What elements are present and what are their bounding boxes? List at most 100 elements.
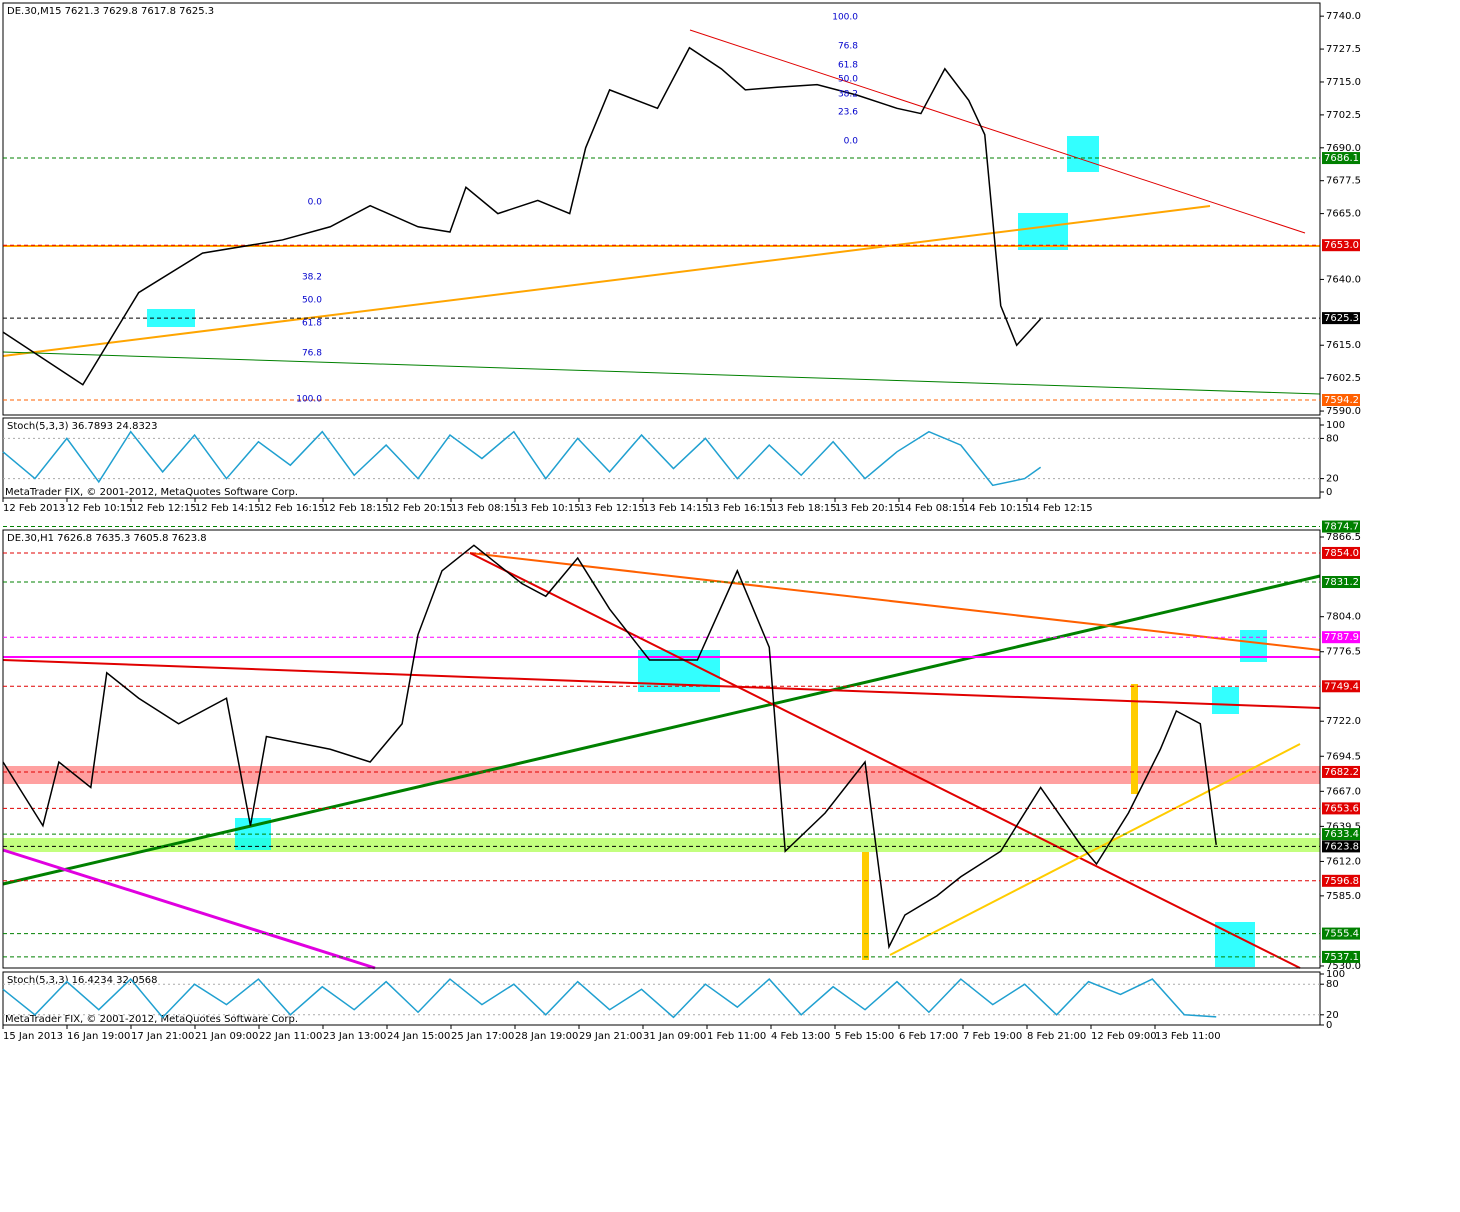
panel-title: DE.30,M15 7621.3 7629.8 7617.8 7625.3 xyxy=(7,6,214,17)
fib-label: 0.0 xyxy=(308,198,323,208)
x-tick-label: 4 Feb 13:00 xyxy=(771,1031,830,1042)
y-tick-label: 7804.0 xyxy=(1326,612,1361,623)
x-tick-label: 12 Feb 18:15 xyxy=(323,503,389,514)
y-tick-label: 7530.0 xyxy=(1326,961,1361,972)
copyright: MetaTrader FIX, © 2001-2012, MetaQuotes … xyxy=(5,1014,298,1025)
level-tag xyxy=(1322,312,1360,325)
x-tick-label: 7 Feb 19:00 xyxy=(963,1031,1022,1042)
x-tick-label: 12 Feb 09:00 xyxy=(1091,1031,1157,1042)
y-tick-label: 7612.0 xyxy=(1326,856,1361,867)
x-tick-label: 28 Jan 19:00 xyxy=(515,1031,578,1042)
level-label: 7854.0 xyxy=(1324,548,1359,559)
x-tick-label: 13 Feb 20:15 xyxy=(835,503,901,514)
x-tick-label: 22 Jan 11:00 xyxy=(259,1031,322,1042)
fib-label: 0.0 xyxy=(844,137,859,147)
level-label: 7623.8 xyxy=(1324,841,1359,852)
level-tag xyxy=(1322,680,1360,693)
y-tick-label: 0 xyxy=(1326,487,1332,498)
level-label: 7653.0 xyxy=(1324,240,1359,251)
x-tick-label: 14 Feb 08:15 xyxy=(899,503,965,514)
panel-title: Stoch(5,3,3) 36.7893 24.8323 xyxy=(7,421,158,432)
level-label: 7682.2 xyxy=(1324,767,1359,778)
fib-label: 61.8 xyxy=(838,61,858,71)
fib-label: 100.0 xyxy=(296,395,322,405)
y-tick-label: 7615.0 xyxy=(1326,340,1361,351)
level-tag xyxy=(1322,840,1360,853)
x-tick-label: 12 Feb 14:15 xyxy=(195,503,261,514)
y-tick-label: 7715.0 xyxy=(1326,77,1361,88)
level-label: 7787.9 xyxy=(1324,632,1359,643)
level-label: 7831.2 xyxy=(1324,577,1359,588)
price-line xyxy=(2,544,1217,950)
level-tag xyxy=(1322,239,1360,252)
y-tick-label: 7866.5 xyxy=(1326,532,1361,543)
x-tick-label: 14 Feb 10:15 xyxy=(963,503,1029,514)
fib-label: 38.2 xyxy=(302,273,322,283)
level-tag xyxy=(1322,520,1360,533)
price-line xyxy=(2,46,1042,386)
level-label: 7653.6 xyxy=(1324,803,1359,814)
fib-label: 50.0 xyxy=(838,75,858,85)
level-tag xyxy=(1322,576,1360,589)
x-tick-label: 12 Feb 20:15 xyxy=(387,503,453,514)
x-tick-label: 12 Feb 12:15 xyxy=(131,503,197,514)
x-tick-label: 29 Jan 21:00 xyxy=(579,1031,642,1042)
level-tag xyxy=(1322,828,1360,841)
x-tick-label: 17 Jan 21:00 xyxy=(131,1031,194,1042)
level-label: 7874.7 xyxy=(1324,522,1359,533)
x-tick-label: 13 Feb 14:15 xyxy=(643,503,709,514)
y-tick-label: 7640.0 xyxy=(1326,274,1361,285)
level-label: 7555.4 xyxy=(1324,929,1359,940)
y-tick-label: 7590.0 xyxy=(1326,406,1361,417)
level-tag xyxy=(1322,950,1360,963)
fib-label: 100.0 xyxy=(832,13,858,23)
panel-title: DE.30,H1 7626.8 7635.3 7605.8 7623.8 xyxy=(7,533,207,544)
panel-frame xyxy=(2,971,1321,1026)
y-tick-label: 7740.0 xyxy=(1326,11,1361,22)
y-tick-label: 20 xyxy=(1326,1010,1339,1021)
x-tick-label: 13 Feb 08:15 xyxy=(451,503,517,514)
level-label: 7625.3 xyxy=(1324,313,1359,324)
price-line xyxy=(2,978,1217,1019)
y-tick-label: 20 xyxy=(1326,474,1339,485)
x-tick-label: 12 Feb 2013 xyxy=(3,503,65,514)
level-tag xyxy=(1322,765,1360,778)
level-tag xyxy=(1322,546,1360,559)
y-tick-label: 0 xyxy=(1326,1020,1332,1031)
panel-frame xyxy=(2,2,1321,416)
price-line xyxy=(2,430,1042,487)
level-label: 7594.2 xyxy=(1324,395,1359,406)
panel-frame xyxy=(2,529,1321,969)
y-tick-label: 7677.5 xyxy=(1326,176,1361,187)
fib-label: 50.0 xyxy=(302,296,322,306)
x-tick-label: 31 Jan 09:00 xyxy=(643,1031,706,1042)
x-tick-label: 14 Feb 12:15 xyxy=(1027,503,1093,514)
y-tick-label: 7585.0 xyxy=(1326,891,1361,902)
level-tag xyxy=(1322,802,1360,815)
x-tick-label: 6 Feb 17:00 xyxy=(899,1031,958,1042)
x-tick-label: 23 Jan 13:00 xyxy=(323,1031,386,1042)
y-tick-label: 7702.5 xyxy=(1326,110,1361,121)
drawings xyxy=(2,29,1321,970)
x-tick-label: 25 Jan 17:00 xyxy=(451,1031,514,1042)
copyright: MetaTrader FIX, © 2001-2012, MetaQuotes … xyxy=(5,487,298,498)
x-tick-label: 13 Feb 12:15 xyxy=(579,503,645,514)
x-tick-label: 13 Feb 11:00 xyxy=(1155,1031,1221,1042)
y-tick-label: 7639.5 xyxy=(1326,821,1361,832)
level-label: 7749.4 xyxy=(1324,681,1359,692)
level-tag xyxy=(1322,393,1360,406)
y-tick-label: 80 xyxy=(1326,433,1339,444)
y-tick-label: 7665.0 xyxy=(1326,209,1361,220)
y-tick-label: 7727.5 xyxy=(1326,44,1361,55)
fib-label: 61.8 xyxy=(302,319,322,329)
x-tick-label: 13 Feb 18:15 xyxy=(771,503,837,514)
level-tag xyxy=(1322,927,1360,940)
level-label: 7633.4 xyxy=(1324,829,1359,840)
x-tick-label: 13 Feb 10:15 xyxy=(515,503,581,514)
x-tick-label: 24 Jan 15:00 xyxy=(387,1031,450,1042)
fib-label: 76.8 xyxy=(302,349,322,359)
x-tick-label: 13 Feb 16:15 xyxy=(707,503,773,514)
fib-label: 38.2 xyxy=(838,90,858,100)
y-tick-label: 100 xyxy=(1326,969,1345,980)
